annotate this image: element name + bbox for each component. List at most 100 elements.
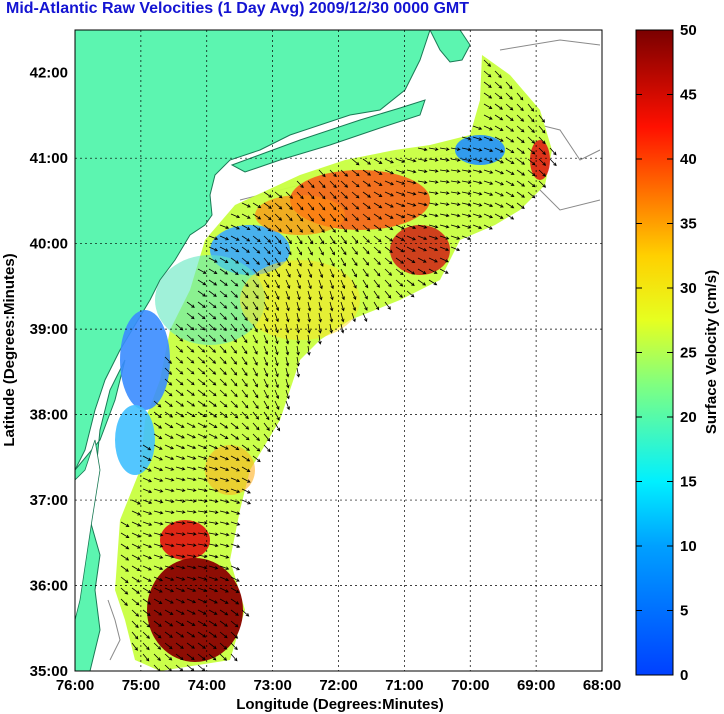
velocity-arrow [318,224,325,234]
velocity-arrow [263,235,272,243]
y-axis: 42:00 41:00 40:00 39:00 38:00 37:00 36:00 35:00 [30,65,68,680]
velocity-arrow [384,158,394,164]
velocity-arrow [142,444,152,451]
velocity-arrow [186,510,197,514]
velocity-arrow [351,301,357,312]
velocity-arrow [230,235,240,241]
velocity-arrow [263,279,270,289]
velocity-arrow [417,246,427,252]
velocity-arrow [131,565,141,572]
velocity-arrow [153,510,164,515]
velocity-arrow [142,565,152,571]
velocity-arrow [175,576,186,581]
velocity-arrow [384,290,392,299]
velocity-arrow [329,224,336,233]
velocity-arrow [296,279,301,290]
velocity-arrow [219,543,230,548]
velocity-arrow [252,290,259,300]
velocity-arrow [208,609,218,615]
velocity-arrow [373,202,383,209]
velocity-arrow [340,235,347,244]
velocity-arrow [241,466,251,472]
velocity-arrow [252,400,259,410]
velocity-arrow [120,521,130,527]
velocity-arrow [296,235,303,245]
velocity-arrow [208,411,218,418]
velocity-arrow [252,246,261,254]
velocity-arrow [428,257,438,263]
velocity-arrow [197,620,207,626]
velocity-arrow [241,422,250,430]
velocity-arrow [241,301,248,310]
velocity-arrow [461,202,472,207]
velocity-arrow [307,279,312,290]
velocity-arrow [516,136,525,144]
velocity-arrow [428,235,439,240]
velocity-arrow [351,279,357,289]
velocity-arrow [197,565,208,570]
velocity-arrow [186,642,195,649]
y-tick-label: 36:00 [30,578,68,595]
velocity-arrow [252,433,260,441]
velocity-arrow [252,422,260,431]
velocity-arrow [472,169,483,174]
velocity-arrow [483,147,494,152]
velocity-arrow [131,521,141,527]
velocity-arrow [252,389,259,399]
x-axis: 76:00 75:00 74:00 73:00 72:00 71:00 70:00 69:00… [56,677,621,694]
velocity-arrow [230,455,240,461]
velocity-arrow [318,290,323,301]
velocity-arrow [516,202,525,209]
velocity-arrow [494,158,504,164]
velocity-arrow [197,433,207,439]
velocity-arrow [274,389,280,400]
velocity-arrow [505,81,513,90]
velocity-arrow [208,466,219,471]
velocity-arrow [186,367,195,375]
velocity-arrow [483,92,493,99]
velocity-arrow [252,345,258,355]
velocity-arrow [164,609,174,615]
velocity-arrow [307,345,311,356]
velocity-arrow [318,312,322,323]
velocity-arrow [395,224,405,230]
velocity-arrow [505,158,515,164]
velocity-arrow [527,103,535,112]
velocity-arrow [285,202,293,211]
velocity-arrow [406,257,416,264]
velocity-arrow [175,488,186,493]
velocity-arrow [362,312,368,322]
velocity-arrow [329,235,336,245]
velocity-arrow [450,147,461,151]
cyan-zone [155,255,265,345]
velocity-arrow [351,202,360,210]
velocity-arrow [241,268,250,276]
velocity-arrow [439,158,450,162]
velocity-arrow [318,180,326,189]
velocity-arrow [296,323,300,334]
velocity-arrow [373,180,383,186]
velocity-arrow [329,257,335,267]
velocity-arrow [120,598,128,607]
velocity-arrow [164,576,175,581]
velocity-arrow [208,532,219,537]
velocity-arrow [340,246,347,256]
velocity-arrow [395,213,406,219]
velocity-arrow [164,367,173,375]
velocity-arrow [516,147,525,154]
velocity-arrow [230,466,240,472]
velocity-arrow [439,246,450,252]
velocity-arrow [186,631,196,638]
velocity-arrow [274,345,279,356]
velocity-arrow [230,609,239,616]
velocity-arrow [219,290,228,298]
velocity-arrow [175,642,184,649]
velocity-arrow [362,279,369,289]
velocity-arrow [450,202,461,207]
velocity-arrow [219,400,228,408]
velocity-arrow [406,279,415,287]
y-axis-label: Latitude (Degrees:Minutes) [1,253,18,446]
velocity-arrow [142,521,153,526]
velocity-arrow [472,213,483,218]
velocity-arrow [208,510,219,514]
